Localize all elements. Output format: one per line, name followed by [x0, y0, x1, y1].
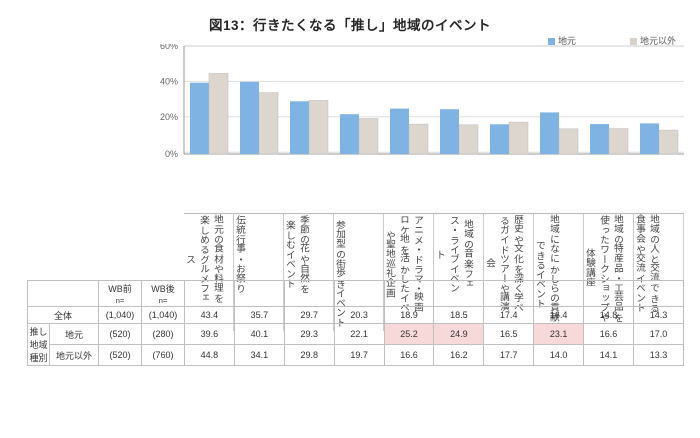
svg-text:40%: 40%	[160, 76, 178, 86]
svg-text:20%: 20%	[160, 112, 178, 122]
svg-text:0%: 0%	[165, 149, 178, 159]
svg-text:60%: 60%	[160, 44, 178, 51]
